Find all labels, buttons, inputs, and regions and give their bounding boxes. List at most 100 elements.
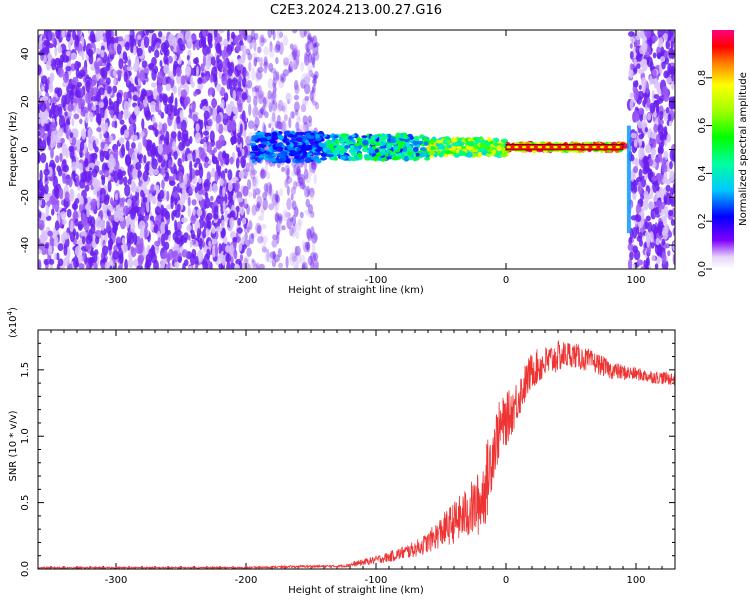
spectrogram-cell (212, 183, 218, 194)
spectrogram-cell (253, 57, 257, 67)
spectrogram-cell (116, 43, 122, 55)
spectrogram-cell (671, 80, 675, 90)
spectrogram-cell (57, 243, 64, 252)
spectrogram-cell (196, 208, 203, 217)
spectrogram-cell (473, 137, 479, 141)
spectrogram-cell (99, 105, 106, 119)
spectrogram-cell (670, 218, 675, 226)
spectrogram-cell (179, 182, 185, 189)
spectrogram-cell (103, 96, 108, 107)
spectrogram-cell (226, 261, 231, 269)
spectrogram-cell (100, 49, 105, 58)
spectrogram-cell (241, 110, 246, 123)
spectrogram-cell (40, 75, 48, 85)
spectrogram-cell (663, 126, 668, 134)
spectrogram-cell (276, 30, 283, 40)
spectrogram-cell (126, 215, 132, 225)
spectrogram-cell (57, 128, 64, 137)
spectrogram-cell (49, 73, 54, 85)
spectrogram-cell (154, 129, 159, 138)
spectrogram-cell (176, 203, 181, 212)
spectrogram-cell (72, 30, 76, 41)
spectrogram-cell (72, 97, 80, 104)
spectrogram-cell (412, 146, 419, 153)
spectrogram-cell (48, 82, 54, 93)
spectrogram-cell (151, 158, 158, 170)
spectrogram-cell (141, 93, 146, 101)
spectrogram-cell (246, 80, 253, 89)
spectrogram-cell (43, 168, 50, 176)
spectrogram-cell (104, 143, 109, 152)
spectrogram-cell (81, 235, 86, 245)
spectrogram-cell (111, 157, 116, 168)
spectrogram-cell (204, 156, 209, 163)
spectrogram-cell (89, 112, 94, 123)
spectrogram-cell (238, 74, 242, 83)
spectrogram-cell (375, 142, 381, 147)
spectrogram-cell (225, 253, 232, 263)
spectrogram-cell (286, 185, 290, 196)
spectrogram-cell (102, 150, 108, 158)
spectrogram-cell (202, 30, 207, 38)
spectrogram-cell (304, 157, 311, 164)
spectrogram-cell (270, 30, 275, 35)
spectrogram-cell (143, 226, 148, 240)
spectrogram-cell (133, 105, 140, 117)
spectrogram-cell (251, 259, 256, 267)
spectrogram-cell (381, 142, 387, 146)
spectrogram-cell (151, 68, 157, 81)
spectrogram-cell (65, 55, 70, 63)
spectrogram-cell (117, 36, 124, 42)
spectrogram-cell (456, 146, 462, 150)
spectrogram-cell (665, 184, 671, 192)
spectrogram-cell (345, 141, 350, 145)
spectrogram-cell (448, 147, 456, 151)
spectrogram-cell (308, 168, 314, 177)
spectrogram-cell (133, 258, 140, 267)
spectrogram-cell (249, 153, 256, 156)
spectrogram-cell (200, 63, 205, 72)
spectrogram-cell (118, 253, 124, 264)
spectrogram-cell (71, 136, 77, 147)
spectrogram-cell (160, 221, 166, 235)
spectrogram-cell (115, 236, 122, 244)
spectrogram-cell (232, 237, 238, 243)
spectrogram-cell (232, 77, 238, 88)
spectrogram-cell (187, 234, 191, 241)
spectrogram-cell (259, 57, 263, 68)
spectrogram-cell (638, 133, 644, 140)
spectrogram-cell (258, 263, 265, 269)
spectrogram-cell (236, 197, 244, 203)
spectrogram-cell (124, 184, 131, 197)
spectrogram-cell (302, 151, 308, 156)
spectrogram-cell (217, 169, 222, 177)
spectrogram-cell (215, 159, 220, 173)
spectrogram-cell (226, 61, 232, 69)
spectrogram-cell (644, 127, 649, 133)
spectrogram-cell (307, 115, 312, 124)
spectrogram-cell (239, 123, 243, 135)
spectrogram-cell (159, 93, 163, 103)
spectrogram-cell (419, 152, 427, 158)
spectrogram-cell (372, 155, 379, 162)
spectrogram-cell (66, 208, 72, 218)
spectrogram-cell (97, 113, 102, 126)
spectrogram-cell (54, 200, 60, 213)
spectrogram-cell (216, 226, 223, 233)
spectrogram-cell (291, 256, 297, 262)
spectrogram-cell (141, 118, 145, 130)
spectrogram-cell (257, 66, 264, 73)
spectrogram-cell (100, 262, 105, 269)
spectrogram-cell (65, 50, 71, 57)
spectrogram-cell (349, 145, 355, 151)
spectrogram-cell (651, 176, 657, 182)
spectrogram-cell (238, 170, 245, 179)
spectrogram-cell (61, 218, 67, 225)
spectrogram-cell (209, 74, 214, 83)
spectrogram-cell (268, 183, 272, 196)
spectrogram-cell (407, 133, 413, 138)
spectrogram-cell (653, 123, 658, 134)
spectrogram-cell (169, 263, 173, 269)
spectrogram-cell (192, 208, 196, 216)
spectrogram-cell (262, 122, 266, 135)
